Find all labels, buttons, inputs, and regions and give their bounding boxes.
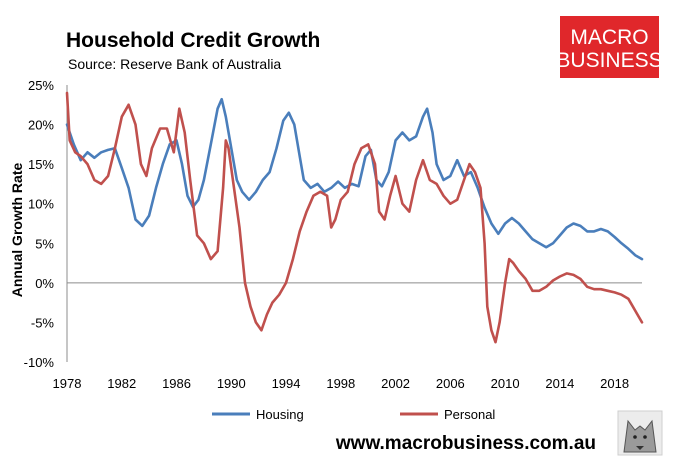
x-tick-label: 1994 (272, 376, 301, 391)
x-tick-label: 1986 (162, 376, 191, 391)
x-tick-label: 1978 (53, 376, 82, 391)
y-axis-label: Annual Growth Rate (9, 163, 25, 298)
x-tick-label: 2010 (491, 376, 520, 391)
y-tick-label: -5% (31, 315, 55, 330)
chart-subtitle: Source: Reserve Bank of Australia (68, 56, 281, 72)
y-tick-label: 10% (28, 197, 54, 212)
y-tick-label: -10% (24, 355, 55, 370)
chart-title: Household Credit Growth (66, 29, 320, 52)
macrobusiness-logo: MACRO BUSINESS (556, 16, 663, 78)
logo-line-1: MACRO (570, 26, 648, 49)
x-tick-label: 2018 (600, 376, 629, 391)
legend-label-personal: Personal (444, 407, 495, 422)
y-tick-label: 15% (28, 157, 54, 172)
x-tick-label: 1982 (107, 376, 136, 391)
y-tick-label: 25% (28, 78, 54, 93)
logo-line-2: BUSINESS (556, 49, 662, 72)
chart-axes: 25% 20% 15% 10% 5% 0% -5% -10% 1978 1982 1986 1990 1… (24, 78, 642, 391)
x-tick-label: 1990 (217, 376, 246, 391)
series-line-personal (65, 91, 644, 344)
x-tick-label: 2002 (381, 376, 410, 391)
chart-series (65, 91, 644, 344)
chart-legend: Housing Personal (212, 407, 495, 422)
y-tick-label: 0% (35, 276, 54, 291)
y-tick-label: 20% (28, 118, 54, 133)
website-url: www.macrobusiness.com.au (335, 433, 596, 454)
wolf-mascot-icon (617, 410, 663, 456)
y-tick-label: 5% (35, 236, 54, 251)
series-line-housing (65, 97, 644, 261)
x-tick-label: 2006 (436, 376, 465, 391)
x-tick-label: 1998 (326, 376, 355, 391)
x-tick-label: 2014 (545, 376, 574, 391)
legend-label-housing: Housing (256, 407, 304, 422)
logo-background (560, 16, 659, 78)
